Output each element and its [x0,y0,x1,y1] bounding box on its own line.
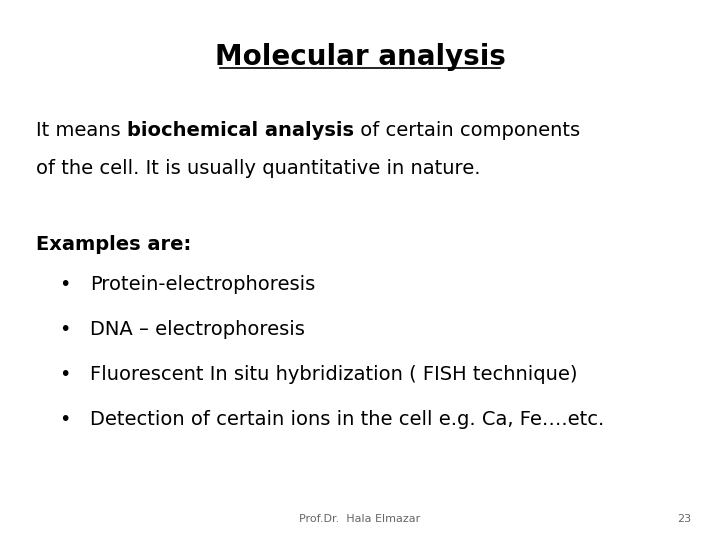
Text: Detection of certain ions in the cell e.g. Ca, Fe….etc.: Detection of certain ions in the cell e.… [90,410,604,429]
Text: •: • [59,275,71,294]
Text: Protein-electrophoresis: Protein-electrophoresis [90,275,315,294]
Text: Fluorescent In situ hybridization ( FISH technique): Fluorescent In situ hybridization ( FISH… [90,365,577,384]
Text: Molecular analysis: Molecular analysis [215,43,505,71]
Text: •: • [59,320,71,339]
Text: of certain components: of certain components [354,122,580,140]
Text: Prof.Dr.  Hala Elmazar: Prof.Dr. Hala Elmazar [300,514,420,524]
Text: DNA – electrophoresis: DNA – electrophoresis [90,320,305,339]
Text: •: • [59,365,71,384]
Text: 23: 23 [677,514,691,524]
Text: It means: It means [36,122,127,140]
Text: biochemical analysis: biochemical analysis [127,122,354,140]
Text: •: • [59,410,71,429]
Text: Examples are:: Examples are: [36,235,192,254]
Text: of the cell. It is usually quantitative in nature.: of the cell. It is usually quantitative … [36,159,480,178]
